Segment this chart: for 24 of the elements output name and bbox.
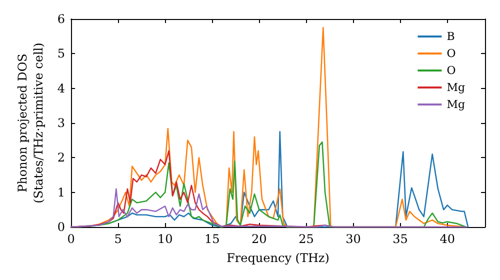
legend-label: Mg — [446, 81, 466, 94]
line-series — [70, 188, 467, 228]
x-tick-label: 5 — [114, 232, 122, 246]
x-tick-label: 15 — [204, 232, 220, 246]
x-tick-label: 0 — [67, 232, 75, 246]
x-tick-label: 25 — [298, 232, 314, 246]
x-tick-label: 20 — [252, 232, 267, 246]
y-tick-label: 0 — [57, 220, 65, 234]
legend-label: Mg — [446, 98, 466, 111]
x-tick-label: 10 — [157, 232, 173, 246]
legend-label: O — [446, 64, 456, 77]
x-tick-label: 30 — [346, 232, 361, 246]
y-tick-label: 5 — [57, 46, 65, 61]
x-tick-label: 35 — [392, 232, 408, 246]
legend-label: O — [446, 47, 456, 60]
y-axis-title: Phonon projected DOS (States/THz·primitive cell) — [15, 42, 46, 204]
y-tick-label: 2 — [57, 150, 65, 165]
y-tick-label: 1 — [57, 185, 65, 200]
x-tick-label: 40 — [440, 232, 456, 246]
y-tick-label: 6 — [57, 12, 65, 26]
y-tick-label: 4 — [57, 81, 66, 96]
legend-label: B — [446, 30, 455, 43]
x-axis-title: Frequency (THz) — [226, 250, 330, 265]
y-tick-label: 3 — [57, 116, 65, 130]
